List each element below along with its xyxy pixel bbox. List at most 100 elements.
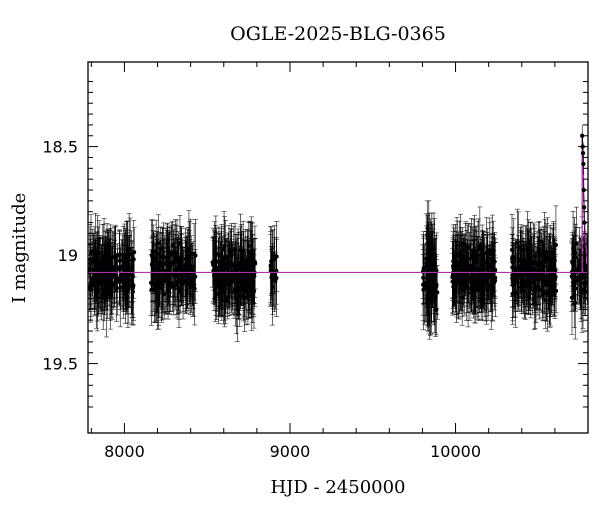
data-point bbox=[457, 252, 462, 257]
data-point bbox=[490, 258, 495, 263]
data-point bbox=[222, 274, 227, 279]
data-point bbox=[211, 273, 216, 278]
x-axis-label: HJD - 2450000 bbox=[270, 477, 405, 498]
data-point bbox=[242, 295, 247, 300]
data-point bbox=[534, 276, 539, 281]
data-point bbox=[115, 265, 120, 270]
data-point bbox=[167, 281, 172, 286]
data-point bbox=[547, 290, 552, 295]
data-point bbox=[435, 290, 440, 295]
data-point bbox=[434, 307, 439, 312]
data-point bbox=[525, 252, 530, 257]
data-point bbox=[478, 274, 483, 279]
data-point bbox=[154, 287, 159, 292]
data-point bbox=[421, 287, 426, 292]
data-point bbox=[432, 278, 437, 283]
data-point bbox=[226, 272, 231, 277]
data-point bbox=[430, 262, 435, 267]
data-point bbox=[485, 266, 490, 271]
data-point bbox=[535, 268, 540, 273]
data-point bbox=[157, 268, 162, 273]
data-point bbox=[160, 254, 165, 259]
data-point bbox=[519, 247, 524, 252]
data-point bbox=[150, 261, 155, 266]
data-point bbox=[192, 286, 197, 291]
data-point bbox=[229, 252, 234, 257]
data-point bbox=[107, 266, 112, 271]
data-point bbox=[428, 296, 433, 301]
data-point bbox=[88, 261, 93, 266]
data-point bbox=[232, 274, 237, 279]
y-tick-label: 19.5 bbox=[42, 355, 78, 374]
data-point bbox=[166, 274, 171, 279]
y-tick-label: 18.5 bbox=[42, 138, 78, 157]
data-point bbox=[552, 277, 557, 282]
data-point bbox=[422, 282, 427, 287]
y-tick-label: 19 bbox=[58, 246, 78, 265]
data-point bbox=[574, 241, 579, 246]
data-point bbox=[452, 276, 457, 281]
data-point bbox=[269, 273, 274, 278]
data-point bbox=[150, 249, 155, 254]
data-point bbox=[518, 264, 523, 269]
data-point bbox=[516, 275, 521, 280]
data-point bbox=[249, 277, 254, 282]
data-point bbox=[213, 269, 218, 274]
data-point bbox=[472, 265, 477, 270]
data-point bbox=[219, 261, 224, 266]
data-point bbox=[466, 286, 471, 291]
data-point bbox=[120, 272, 125, 277]
data-point bbox=[229, 262, 234, 267]
data-point bbox=[216, 280, 221, 285]
data-point bbox=[520, 277, 525, 282]
data-point bbox=[488, 283, 493, 288]
x-tick-label: 10000 bbox=[430, 442, 481, 461]
data-point bbox=[161, 275, 166, 280]
data-layer bbox=[88, 124, 588, 343]
data-point bbox=[114, 277, 119, 282]
event-point bbox=[581, 161, 586, 167]
data-point bbox=[126, 280, 131, 285]
data-point bbox=[510, 265, 515, 270]
data-point bbox=[250, 256, 255, 261]
data-point bbox=[453, 267, 458, 272]
plot-area bbox=[88, 124, 588, 343]
data-point bbox=[424, 286, 429, 291]
data-point bbox=[246, 243, 251, 248]
data-point bbox=[546, 281, 551, 286]
event-point bbox=[580, 133, 585, 138]
data-point bbox=[210, 260, 215, 265]
data-point bbox=[181, 278, 186, 283]
data-point bbox=[165, 258, 170, 263]
data-point bbox=[155, 259, 160, 264]
data-point bbox=[472, 283, 477, 288]
data-point bbox=[92, 278, 97, 283]
data-point bbox=[450, 279, 455, 284]
data-point bbox=[474, 258, 479, 263]
data-point bbox=[532, 261, 537, 266]
data-point bbox=[172, 258, 177, 263]
data-point bbox=[522, 289, 527, 294]
data-point bbox=[177, 241, 182, 246]
data-point bbox=[460, 281, 465, 286]
data-point bbox=[239, 259, 244, 264]
event-point bbox=[581, 205, 587, 210]
data-point bbox=[129, 265, 134, 270]
data-point bbox=[537, 288, 542, 293]
y-axis-label: I magnitude bbox=[9, 193, 30, 304]
data-point bbox=[432, 292, 437, 297]
data-point bbox=[513, 268, 518, 273]
data-point bbox=[270, 285, 275, 290]
data-point bbox=[468, 263, 473, 268]
data-point bbox=[581, 272, 586, 277]
data-point bbox=[237, 294, 242, 299]
data-point bbox=[428, 246, 433, 251]
data-point bbox=[467, 279, 472, 284]
data-point bbox=[225, 295, 230, 300]
data-point bbox=[220, 283, 225, 288]
data-point bbox=[426, 250, 431, 255]
data-point bbox=[113, 256, 118, 261]
data-point bbox=[130, 274, 135, 279]
x-tick-label: 9000 bbox=[270, 442, 311, 461]
data-point bbox=[432, 253, 437, 258]
